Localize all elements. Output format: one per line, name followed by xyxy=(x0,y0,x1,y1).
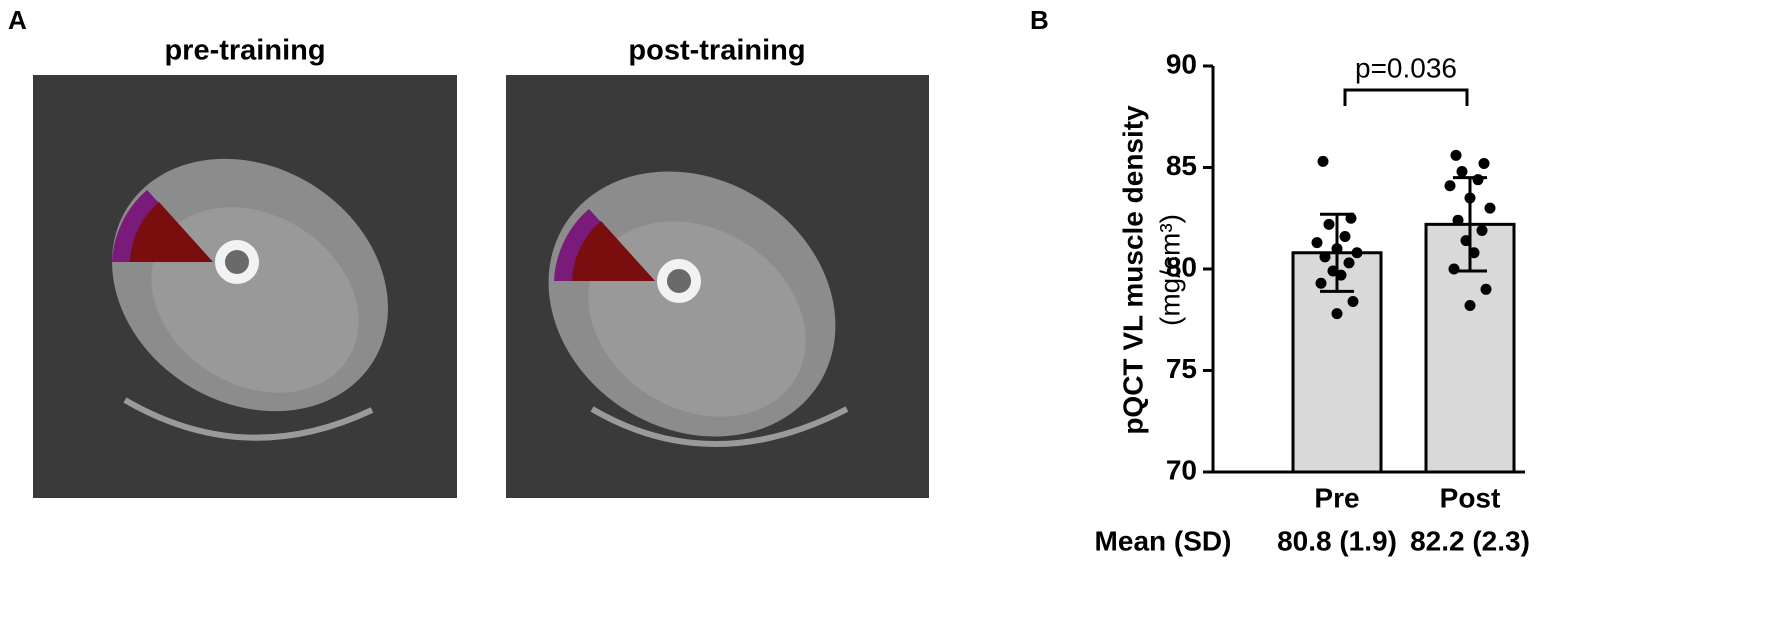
data-point xyxy=(1448,263,1460,275)
data-point xyxy=(1323,218,1335,230)
data-point xyxy=(1339,231,1351,243)
ct-image xyxy=(33,75,457,498)
y-tick-label: 80 xyxy=(1166,251,1197,282)
data-point xyxy=(1311,237,1323,249)
y-tick-label: 85 xyxy=(1166,150,1197,181)
y-tick-label: 90 xyxy=(1166,48,1197,79)
data-point xyxy=(1452,214,1464,226)
y-tick-label: 75 xyxy=(1166,353,1197,384)
summary-label: Mean (SD) xyxy=(1095,525,1232,556)
y-tick-label: 70 xyxy=(1166,454,1197,485)
ct-image xyxy=(506,75,929,498)
data-point xyxy=(1478,157,1490,169)
data-point xyxy=(1317,155,1329,167)
data-point xyxy=(1331,308,1343,320)
image-title: pre-training xyxy=(164,35,325,67)
data-point xyxy=(1343,257,1355,269)
y-axis-unit: (mg/cm³) xyxy=(1154,214,1185,326)
data-point xyxy=(1319,251,1331,263)
summary-value: 80.8 (1.9) xyxy=(1277,525,1397,556)
significance-bracket xyxy=(1343,88,1469,106)
data-point xyxy=(1347,295,1359,307)
data-point xyxy=(1476,224,1488,236)
panel-label: A xyxy=(8,5,27,35)
x-tick-label: Post xyxy=(1440,482,1501,513)
data-point xyxy=(1444,180,1456,192)
data-point xyxy=(1351,247,1363,259)
panel-label: B xyxy=(1030,5,1049,35)
data-point xyxy=(1472,174,1484,186)
data-point xyxy=(1464,300,1476,312)
data-point xyxy=(1484,202,1496,214)
summary-value: 82.2 (2.3) xyxy=(1410,525,1530,556)
data-point xyxy=(1450,149,1462,161)
y-axis-label: pQCT VL muscle density xyxy=(1117,105,1148,435)
annotation: p=0.036 xyxy=(1355,52,1457,83)
data-point xyxy=(1456,166,1468,178)
data-point xyxy=(1315,277,1327,289)
x-tick-label: Pre xyxy=(1314,482,1359,513)
data-point xyxy=(1480,283,1492,295)
image-title: post-training xyxy=(628,35,805,67)
